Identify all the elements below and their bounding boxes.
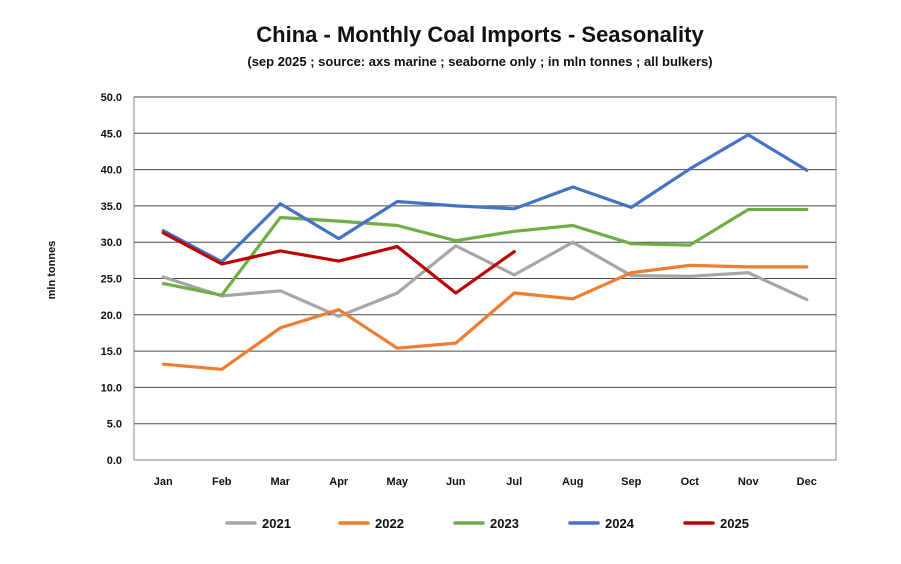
y-tick-label: 25.0 <box>101 274 122 286</box>
y-axis-label: mln tonnes <box>46 241 58 300</box>
legend-label-2022: 2022 <box>375 516 404 531</box>
x-axis-ticks: Jan Feb Mar Apr May Jun Jul Aug Sep Oct Nov Dec <box>154 476 817 488</box>
x-tick-label: May <box>387 476 409 488</box>
x-tick-label: Dec <box>797 476 817 488</box>
x-tick-label: Sep <box>621 476 641 488</box>
x-tick-label: Apr <box>329 476 349 488</box>
x-tick-label: Jan <box>154 476 173 488</box>
x-tick-label: Jul <box>506 476 522 488</box>
legend-label-2025: 2025 <box>720 516 749 531</box>
x-tick-label: Oct <box>681 476 700 488</box>
series-line-2024 <box>161 133 809 264</box>
x-tick-label: Aug <box>562 476 583 488</box>
y-tick-label: 10.0 <box>101 382 122 394</box>
series-line-2021 <box>161 240 809 318</box>
y-tick-label: 50.0 <box>101 92 122 104</box>
legend: 2021 2022 2023 2024 2025 <box>225 516 749 531</box>
legend-label-2021: 2021 <box>262 516 291 531</box>
y-tick-label: 15.0 <box>101 346 122 358</box>
series-line-2025 <box>161 231 516 295</box>
legend-label-2024: 2024 <box>605 516 635 531</box>
y-tick-label: 30.0 <box>101 237 122 249</box>
x-tick-label: Nov <box>738 476 760 488</box>
y-tick-label: 35.0 <box>101 201 122 213</box>
series-line-2023 <box>161 207 809 297</box>
legend-label-2023: 2023 <box>490 516 519 531</box>
chart-title: China - Monthly Coal Imports - Seasonali… <box>256 22 704 47</box>
x-tick-label: Jun <box>446 476 466 488</box>
y-tick-label: 40.0 <box>101 165 122 177</box>
x-tick-label: Mar <box>270 476 290 488</box>
series-lines <box>161 133 809 371</box>
series-line-2022 <box>161 263 809 371</box>
y-tick-label: 0.0 <box>107 455 122 467</box>
chart-subtitle: (sep 2025 ; source: axs marine ; seaborn… <box>247 54 712 69</box>
y-axis-ticks: 0.0 5.0 10.0 15.0 20.0 25.0 30.0 35.0 40.0 45.0 50… <box>101 92 122 467</box>
y-tick-label: 5.0 <box>107 419 122 431</box>
y-tick-label: 45.0 <box>101 128 122 140</box>
gridlines <box>134 96 836 425</box>
x-tick-label: Feb <box>212 476 232 488</box>
y-tick-label: 20.0 <box>101 310 122 322</box>
